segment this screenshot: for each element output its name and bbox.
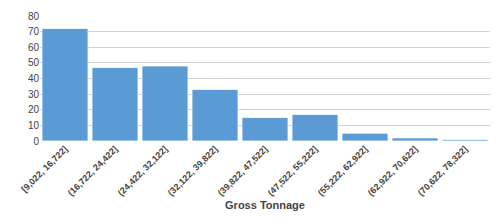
svg-text:30: 30 [28,89,40,100]
svg-text:(47,522, 55,222]: (47,522, 55,222] [266,144,320,198]
svg-text:70: 70 [28,26,40,37]
svg-text:[9,022, 16,722]: [9,022, 16,722] [19,144,69,194]
svg-text:Gross Tonnage: Gross Tonnage [225,199,305,211]
svg-text:(39,822, 47,522]: (39,822, 47,522] [216,144,270,198]
svg-text:0: 0 [33,136,39,147]
svg-text:10: 10 [28,120,40,131]
svg-text:(16,722, 24,422]: (16,722, 24,422] [66,144,120,198]
svg-text:50: 50 [28,57,40,68]
svg-text:60: 60 [28,42,40,53]
svg-text:(24,422, 32,122]: (24,422, 32,122] [116,144,170,198]
svg-text:(55,222, 62,922]: (55,222, 62,922] [316,144,370,198]
svg-text:40: 40 [28,73,40,84]
svg-text:(70,622, 78,322]: (70,622, 78,322] [416,144,470,198]
svg-text:(32,122, 39,822]: (32,122, 39,822] [166,144,220,198]
svg-text:80: 80 [28,11,40,22]
svg-text:20: 20 [28,104,40,115]
svg-text:(62,922, 70,622]: (62,922, 70,622] [366,144,420,198]
